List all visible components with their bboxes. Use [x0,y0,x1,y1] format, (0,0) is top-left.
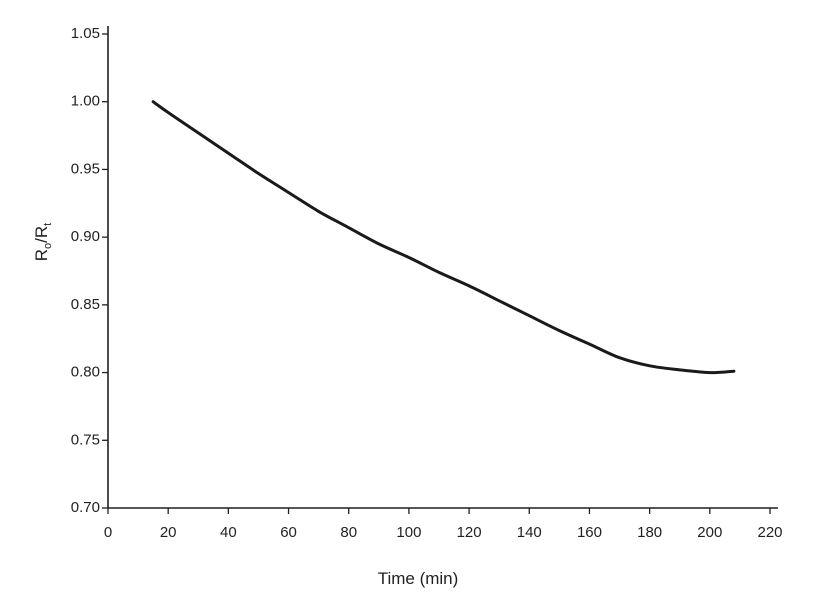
x-tick-label: 20 [160,524,177,541]
y-axis-title-sub1: o [42,243,54,249]
y-tick-label: 0.80 [71,364,100,381]
x-axis-title: Time (min) [378,569,459,588]
y-axis-title: Ro/Rt [32,223,54,261]
x-tick-label: 180 [637,524,662,541]
y-tick-label: 1.00 [71,93,100,110]
x-tick-label: 200 [697,524,722,541]
y-tick-label: 1.05 [71,25,100,42]
y-axis-ticks: 0.70 0.75 0.80 0.85 0.90 0.95 1.00 1.05 [71,25,108,516]
x-tick-label: 80 [340,524,357,541]
x-tick-label: 160 [577,524,602,541]
x-tick-label: 220 [757,524,782,541]
y-tick-label: 0.70 [71,499,100,516]
series-line [151,100,736,375]
y-tick-label: 0.85 [71,296,100,313]
x-tick-label: 0 [104,524,112,541]
x-axis-ticks: 0 20 40 60 80 100 120 140 160 180 200 220 [104,508,783,541]
y-axis-title-main: R [32,249,51,261]
x-tick-label: 40 [220,524,237,541]
x-tick-label: 120 [457,524,482,541]
x-tick-label: 140 [517,524,542,541]
y-tick-label: 0.90 [71,228,100,245]
y-tick-label: 0.95 [71,160,100,177]
y-axis-title-slash: /R [32,226,51,243]
y-tick-label: 0.75 [71,431,100,448]
x-tick-label: 100 [396,524,421,541]
y-axis-title-sub2: t [42,223,54,226]
x-tick-label: 60 [280,524,297,541]
